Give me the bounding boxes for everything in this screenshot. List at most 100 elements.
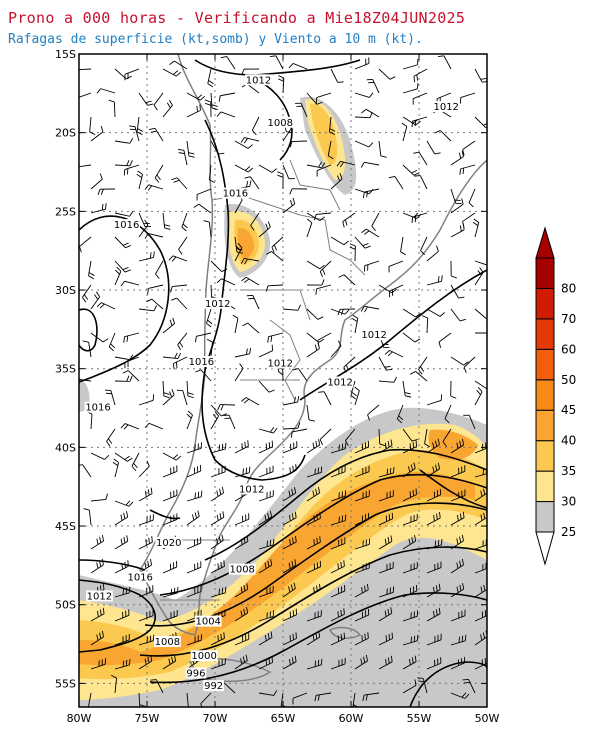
wind-barb xyxy=(352,692,359,707)
wind-barb xyxy=(345,428,356,446)
wind-barb xyxy=(258,427,278,434)
wind-barb xyxy=(306,92,323,105)
wind-barb xyxy=(277,75,285,94)
isobar-label: 1004 xyxy=(195,617,220,628)
wind-barb xyxy=(106,428,116,447)
wind-barb xyxy=(79,164,92,168)
wind-barb xyxy=(195,369,212,382)
wind-barb xyxy=(282,164,295,180)
wind-barb xyxy=(258,465,274,478)
wind-barb xyxy=(474,267,484,286)
wind-barb xyxy=(162,352,182,360)
wind-barb xyxy=(258,490,274,502)
wind-barb xyxy=(306,161,326,169)
wind-barb xyxy=(314,692,332,702)
wind-barb xyxy=(258,690,278,696)
wind-barb xyxy=(306,658,323,670)
wind-barb xyxy=(282,511,297,526)
wind-barb xyxy=(186,380,194,399)
wind-barb xyxy=(413,151,428,166)
lon-tick-label: 55W xyxy=(407,712,432,725)
wind-barb xyxy=(114,137,134,144)
wind-barb xyxy=(120,280,140,287)
isobar-label: 1012 xyxy=(361,330,386,341)
wind-barb xyxy=(402,462,416,478)
wind-barb xyxy=(364,260,380,272)
map-subtitle: Rafagas de superficie (kt,somb) y Viento… xyxy=(8,32,423,47)
isobar-label: 1016 xyxy=(189,357,214,368)
wind-barb xyxy=(354,188,374,195)
wind-barb xyxy=(138,514,154,526)
wind-barb xyxy=(177,148,188,166)
wind-barb xyxy=(378,632,393,646)
wind-barb xyxy=(210,511,225,526)
wind-barb xyxy=(354,583,369,598)
isobar-label-bg xyxy=(326,376,354,388)
wind-barb xyxy=(426,275,443,286)
wind-barb xyxy=(153,92,164,111)
wind-barb xyxy=(442,428,452,447)
wind-barb xyxy=(144,233,164,239)
isobar-label-bg xyxy=(204,297,232,309)
wind-barb xyxy=(210,260,228,272)
wind-barb xyxy=(220,56,236,70)
wind-barb xyxy=(87,692,92,707)
wind-barb xyxy=(147,284,164,295)
colorbar-label: 60 xyxy=(561,342,576,356)
wind-barb xyxy=(316,164,332,177)
lat-tick-label: 55S xyxy=(55,677,76,690)
wind-barb xyxy=(362,188,380,199)
wind-barb xyxy=(289,140,308,148)
wind-barb xyxy=(234,363,244,382)
wind-barb xyxy=(462,678,476,694)
colorbar-segment xyxy=(535,409,555,442)
wind-barb xyxy=(330,236,349,246)
wind-barb xyxy=(450,284,465,299)
wind-barb xyxy=(354,465,370,478)
wind-barb xyxy=(217,404,236,411)
lon-tick-label: 70W xyxy=(203,712,228,725)
wind-barb xyxy=(330,68,344,83)
wind-barb xyxy=(123,164,140,176)
wind-barb xyxy=(306,332,325,343)
wind-barb xyxy=(258,559,273,574)
wind-barb xyxy=(210,658,226,670)
wind-barb xyxy=(402,513,418,526)
wind-barb xyxy=(292,368,308,382)
wind-barb xyxy=(378,490,394,502)
colorbar-label: 35 xyxy=(561,464,576,478)
wind-barb xyxy=(162,380,170,399)
wind-barb xyxy=(450,692,470,699)
isobar-label-bg xyxy=(185,667,207,679)
wind-barb xyxy=(402,610,418,622)
wind-barb xyxy=(96,88,116,94)
wind-barb xyxy=(216,111,236,118)
wind-barb xyxy=(318,391,332,406)
colorbar-segment xyxy=(535,440,555,472)
wind-barb xyxy=(402,82,419,94)
wind-barb xyxy=(138,305,158,312)
isobar-label-bg xyxy=(113,219,140,231)
wind-barb xyxy=(410,370,428,382)
wind-barb xyxy=(138,585,154,598)
wind-barb xyxy=(282,559,297,574)
isobar-label: 992 xyxy=(204,681,223,692)
wind-barb xyxy=(354,236,371,249)
wind-barb xyxy=(282,441,298,454)
wind-barb xyxy=(450,656,466,670)
wind-barb xyxy=(402,634,419,646)
wind-barb xyxy=(138,92,154,106)
wind-barb xyxy=(400,236,406,256)
wind-barb xyxy=(426,607,441,622)
wind-barb xyxy=(234,583,249,598)
colorbar-above-triangle xyxy=(535,226,555,259)
wind-barb xyxy=(282,422,301,430)
wind-barb xyxy=(114,211,134,217)
wind-barb xyxy=(450,511,465,526)
wind-barb xyxy=(319,260,332,278)
wind-barb xyxy=(450,489,466,502)
wind-barb xyxy=(234,140,253,149)
colorbar-segment xyxy=(535,379,555,411)
wind-barb xyxy=(402,535,417,550)
wind-barb xyxy=(306,466,323,478)
